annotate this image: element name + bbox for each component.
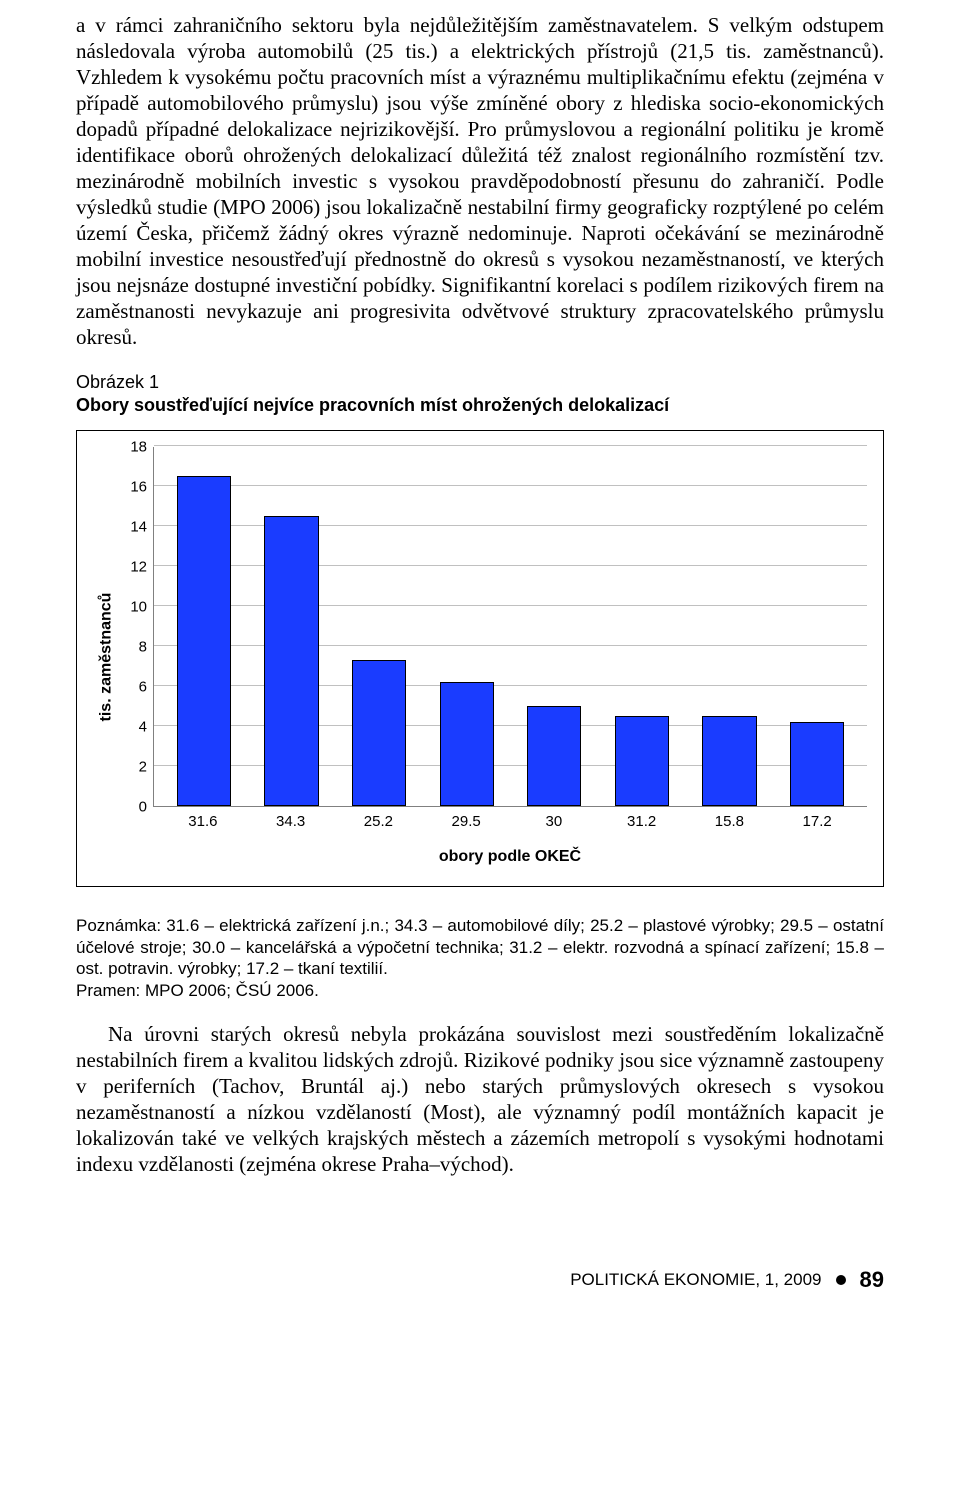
- chart-bar: [440, 682, 494, 806]
- chart-bar-slot: [423, 682, 511, 806]
- chart-bars: [154, 447, 867, 806]
- chart-bar-slot: [511, 706, 599, 806]
- footer-page-number: 89: [860, 1267, 884, 1293]
- chart-ytick: 10: [130, 599, 147, 616]
- chart-xtick: 31.2: [598, 813, 686, 830]
- chart-xtick: 25.2: [335, 813, 423, 830]
- chart-ytick: 18: [130, 439, 147, 456]
- chart-ytick: 8: [139, 639, 147, 656]
- chart-bar-slot: [598, 716, 686, 806]
- chart-bar-slot: [773, 722, 861, 806]
- paragraph-2: Na úrovni starých okresů nebyla prokázán…: [76, 1021, 884, 1177]
- chart-ytick: 6: [139, 679, 147, 696]
- figure-title: Obory soustřeďující nejvíce pracovních m…: [76, 395, 884, 416]
- figure-note: Poznámka: 31.6 – elektrická zařízení j.n…: [76, 915, 884, 979]
- chart-xticks: 31.634.325.229.53031.215.817.2: [153, 807, 867, 830]
- chart-container: tis. zaměstnanců 0 2 4 6 8 10 12 14 16 18 31.634.…: [76, 430, 884, 887]
- chart-xtick: 30: [510, 813, 598, 830]
- chart-ytick: 4: [139, 719, 147, 736]
- chart-xtick: 17.2: [773, 813, 861, 830]
- chart-bar: [527, 706, 581, 806]
- chart-bar-slot: [160, 476, 248, 806]
- chart-bar: [177, 476, 231, 806]
- chart-bar: [352, 660, 406, 806]
- chart-ytick: 12: [130, 559, 147, 576]
- chart-ytick: 14: [130, 519, 147, 536]
- chart-plot-area: [153, 447, 867, 807]
- chart-bar: [702, 716, 756, 806]
- chart-xtick: 31.6: [159, 813, 247, 830]
- chart-bar-slot: [686, 716, 774, 806]
- footer-dot-icon: [836, 1275, 846, 1285]
- chart-bar-slot: [335, 660, 423, 806]
- paragraph-1: a v rámci zahraničního sektoru byla nejd…: [76, 12, 884, 350]
- chart-bar: [615, 716, 669, 806]
- chart-xlabel: obory podle OKEČ: [153, 848, 867, 866]
- chart-xtick: 29.5: [422, 813, 510, 830]
- chart-ylabel: tis. zaměstnanců: [97, 592, 115, 721]
- chart-gridline: [154, 445, 867, 446]
- footer-journal: POLITICKÁ EKONOMIE, 1, 2009: [570, 1270, 821, 1290]
- chart-ytick: 2: [139, 759, 147, 776]
- figure-label: Obrázek 1: [76, 372, 884, 393]
- chart-yticks: 024681012141618: [119, 447, 153, 807]
- chart-xtick: 15.8: [686, 813, 774, 830]
- figure-source: Pramen: MPO 2006; ČSÚ 2006.: [76, 981, 884, 1001]
- chart-xtick: 34.3: [247, 813, 335, 830]
- chart-bar: [264, 516, 318, 806]
- chart-ytick: 0: [139, 799, 147, 816]
- page-footer: POLITICKÁ EKONOMIE, 1, 2009 89: [76, 1267, 884, 1293]
- chart-bar-slot: [248, 516, 336, 806]
- chart-ytick: 16: [130, 479, 147, 496]
- chart-bar: [790, 722, 844, 806]
